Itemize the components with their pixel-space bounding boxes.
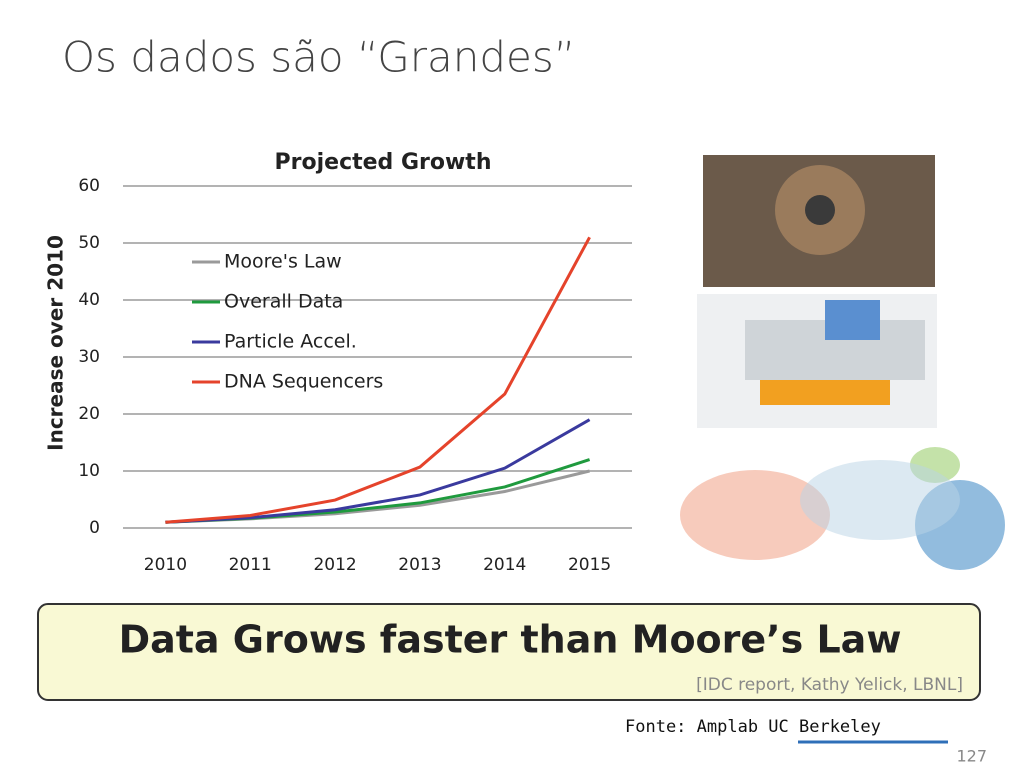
legend-label: Overall Data: [224, 291, 343, 313]
chart-title: Projected Growth: [275, 150, 492, 175]
x-tick-label: 2012: [313, 555, 356, 575]
x-tick-label: 2013: [398, 555, 441, 575]
x-tick-label: 2010: [144, 555, 187, 575]
slide-title: Os dados são “Grandes”: [62, 33, 576, 82]
series-line: [165, 458, 591, 524]
series-line: [165, 236, 591, 524]
plot-area: 0 10 20 30 40 50 60 2010 2011 2012 2013 2014 2015 Moo…: [78, 176, 632, 575]
x-tick-label: 2011: [229, 555, 272, 575]
legend-label: Particle Accel.: [224, 331, 357, 353]
y-tick-label: 60: [78, 176, 100, 196]
page-number: 127: [956, 747, 987, 766]
series-line: [165, 418, 591, 524]
source: Fonte: Amplab UC Berkeley: [625, 717, 881, 737]
network-graph: [680, 447, 1005, 570]
banner: [37, 603, 981, 701]
legend-label: DNA Sequencers: [224, 371, 383, 393]
photo-sequencer: [697, 294, 937, 428]
y-tick-label: 30: [78, 347, 100, 367]
legend-label: Moore's Law: [224, 251, 342, 273]
y-tick-label: 10: [78, 461, 100, 481]
y-tick-label: 50: [78, 233, 100, 253]
y-axis-label: Increase over 2010: [44, 235, 68, 451]
y-tick-label: 0: [89, 518, 100, 538]
photo-accelerator: [703, 155, 935, 287]
citation: [IDC report, Kathy Yelick, LBNL]: [696, 675, 963, 695]
x-tick-label: 2015: [568, 555, 611, 575]
y-tick-label: 20: [78, 404, 100, 424]
y-tick-label: 40: [78, 290, 100, 310]
banner-text: Data Grows faster than Moore’s Law: [119, 618, 902, 662]
x-tick-label: 2014: [483, 555, 526, 575]
